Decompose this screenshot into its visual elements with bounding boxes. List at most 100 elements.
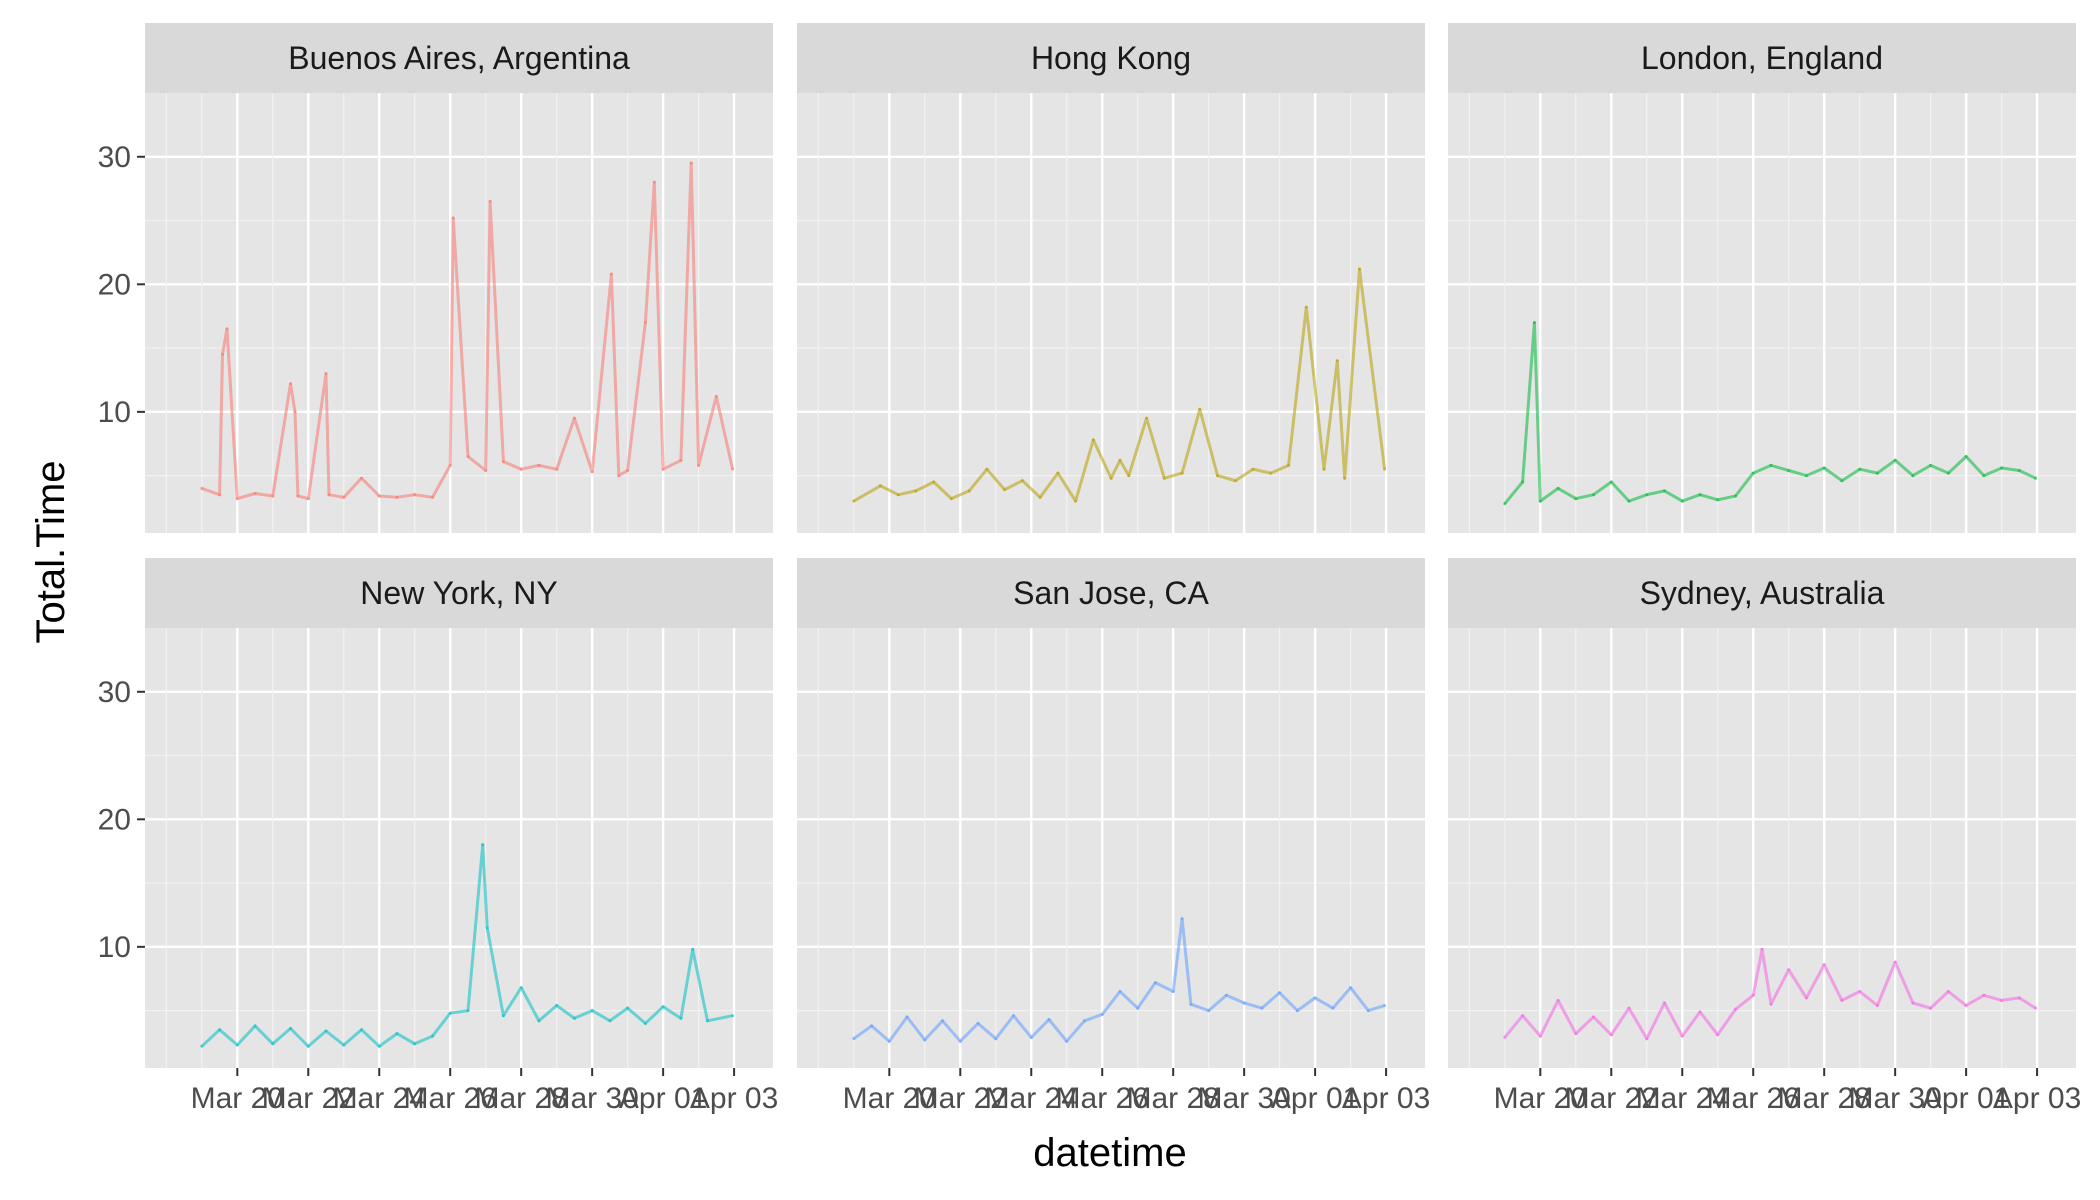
data-point [1858, 990, 1862, 993]
data-point [1322, 467, 1326, 471]
data-point [1964, 455, 1968, 458]
data-point [324, 1029, 328, 1033]
data-point [221, 352, 224, 356]
data-point [519, 467, 523, 471]
data-point [395, 495, 399, 499]
data-point [941, 1019, 944, 1023]
data-point [1038, 495, 1042, 499]
x-tick-label: Apr 03 [1342, 1082, 1430, 1115]
data-point [1929, 1006, 1933, 1010]
x-tick-label: Mar 28 [1778, 1082, 1871, 1115]
data-point [1216, 474, 1219, 478]
data-point [967, 489, 971, 493]
series-line [853, 267, 1387, 503]
y-tick-label: 20 [98, 803, 131, 836]
data-point [1609, 1033, 1613, 1037]
data-point [431, 495, 434, 499]
data-point [590, 470, 594, 474]
data-point [431, 1034, 434, 1038]
data-point [289, 382, 292, 386]
x-tick-label: Mar 26 [1056, 1082, 1149, 1115]
data-point [1118, 990, 1122, 993]
data-point [976, 1021, 980, 1025]
panel-background [1448, 93, 2076, 533]
x-tick-label: Mar 24 [333, 1082, 426, 1115]
data-point [1592, 1015, 1595, 1019]
data-point [1358, 267, 1361, 271]
data-point [1153, 981, 1157, 985]
data-point [1875, 471, 1879, 475]
data-point [1929, 463, 1933, 467]
data-point [1521, 480, 1525, 484]
data-point [887, 1039, 891, 1043]
data-point [1366, 1009, 1370, 1013]
data-point [1503, 1035, 1507, 1039]
y-tick-label: 10 [98, 931, 131, 964]
x-tick-label: Mar 20 [1494, 1082, 1587, 1115]
data-point [1734, 1007, 1737, 1011]
x-tick-label: Mar 22 [262, 1082, 355, 1115]
data-point [481, 843, 485, 847]
data-point [235, 1043, 239, 1047]
data-point [1760, 947, 1764, 951]
data-point [1840, 998, 1844, 1002]
y-tick-label: 10 [98, 396, 131, 429]
data-point [293, 410, 297, 414]
y-axis-title: Total.Time [29, 460, 73, 643]
data-point [200, 1044, 204, 1048]
panel-background [797, 628, 1425, 1068]
data-point [360, 1028, 363, 1032]
x-tick-label: Apr 03 [1993, 1082, 2081, 1115]
data-point [484, 469, 488, 472]
data-point [377, 494, 381, 498]
data-point [1343, 476, 1347, 480]
data-point [1127, 474, 1131, 478]
data-point [1383, 1004, 1387, 1007]
data-point [413, 1042, 417, 1046]
data-point [1893, 458, 1897, 462]
data-point [1056, 471, 1060, 475]
facet-strip [145, 558, 773, 628]
data-point [1556, 998, 1560, 1002]
facet-strip [145, 23, 773, 93]
data-point [1804, 996, 1808, 1000]
data-point [1982, 993, 1986, 997]
data-point [271, 494, 275, 498]
data-point [1769, 1002, 1773, 1006]
data-point [218, 1028, 222, 1032]
data-point [537, 463, 541, 467]
data-point [225, 327, 229, 331]
data-point [1074, 499, 1078, 503]
x-tick-label: Mar 24 [1636, 1082, 1729, 1115]
data-point [852, 1037, 856, 1041]
data-point [608, 1019, 612, 1023]
data-point [218, 493, 222, 497]
data-point [324, 372, 328, 376]
data-point [949, 497, 953, 501]
data-point [1556, 486, 1560, 490]
data-point [1242, 1001, 1246, 1005]
data-point [1532, 321, 1536, 325]
x-tick-label: Mar 26 [404, 1082, 497, 1115]
data-point [572, 1016, 576, 1020]
data-point [609, 272, 613, 276]
data-point [590, 1009, 594, 1013]
data-point [448, 1011, 452, 1015]
facet-strip [1448, 23, 2076, 93]
data-point [253, 492, 257, 495]
data-point [1198, 407, 1202, 411]
data-point [1716, 498, 1720, 502]
data-point [932, 480, 936, 484]
data-point [731, 467, 735, 471]
data-point [1065, 1039, 1069, 1043]
data-point [2017, 469, 2021, 472]
data-point [1118, 458, 1122, 462]
data-point [1645, 1037, 1649, 1041]
data-point [689, 161, 693, 165]
data-point [1145, 416, 1149, 420]
x-tick-label: Apr 03 [690, 1082, 778, 1115]
x-axis-title: datetime [1033, 1131, 1186, 1175]
facet-panels: Buenos Aires, Argentina 10 20 30 Hong Kong Lo… [98, 23, 2081, 1115]
data-point [1663, 489, 1666, 493]
